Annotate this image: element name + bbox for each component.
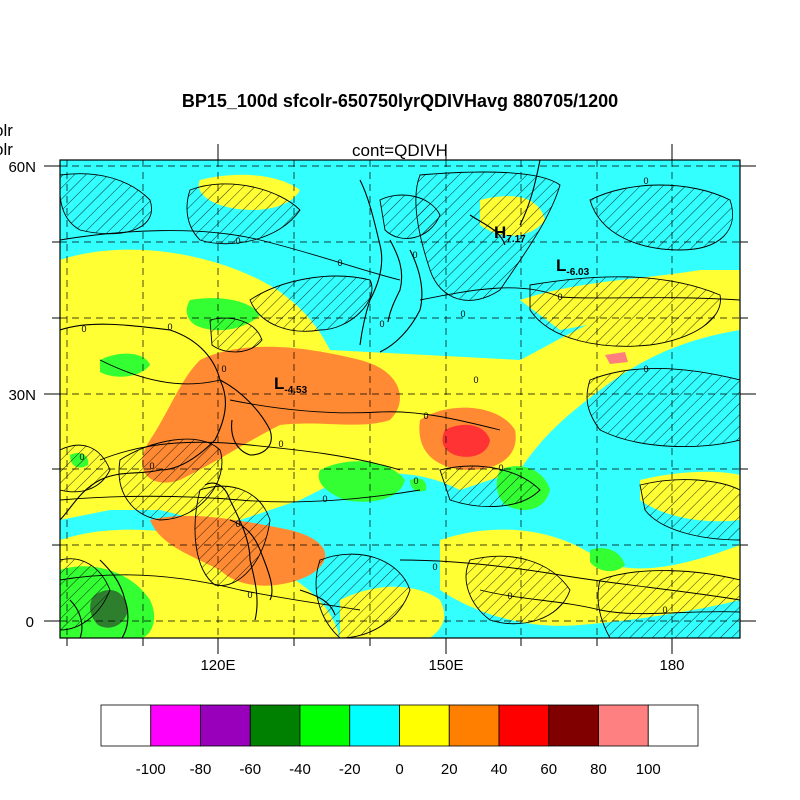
contour-label: 0 <box>79 452 84 462</box>
colorbar-swatch <box>200 704 251 747</box>
contour-label: 0 <box>473 375 478 385</box>
lat-label-30n: 30N <box>8 387 36 404</box>
low-value-2: -6.03 <box>566 267 589 278</box>
contour-label: 0 <box>460 309 465 319</box>
low-value-1: -4.53 <box>284 385 307 396</box>
colorbar-swatch <box>399 704 450 747</box>
colorbar-swatch <box>448 704 500 747</box>
contour-label: 0 <box>149 461 154 471</box>
colorbar-label: -40 <box>289 761 311 778</box>
colorbar-swatch <box>647 704 699 747</box>
low-marker-2: L-6.03 <box>556 256 590 278</box>
lat-label-0: 0 <box>26 614 34 631</box>
colorbar-swatch <box>349 704 400 747</box>
contour-label: 0 <box>379 319 384 329</box>
colorbar-label: 60 <box>540 761 557 778</box>
lon-label-120e: 120E <box>200 657 235 674</box>
contour-label: 0 <box>557 292 562 302</box>
contour-label: 0 <box>423 411 428 421</box>
colorbar-label: 0 <box>395 761 403 778</box>
lon-label-180: 180 <box>659 657 684 674</box>
contour-label: 0 <box>81 324 86 334</box>
contour-label: 0 <box>413 476 418 486</box>
high-low-markers: L-4.53 H7.17 L-6.03 <box>274 223 590 396</box>
shaded-field <box>60 160 740 638</box>
lat-label-60n: 60N <box>8 159 36 176</box>
colorbar-swatch <box>598 704 649 747</box>
contour-label: 0 <box>507 591 512 601</box>
contour-label: 0 <box>221 364 226 374</box>
colorbar-label: 20 <box>441 761 458 778</box>
colorbar-label: 80 <box>590 761 607 778</box>
contour-label: 0 <box>662 605 667 615</box>
contour-label: 0 <box>235 236 240 246</box>
colorbar-swatch <box>299 704 351 747</box>
map-frame <box>59 159 741 639</box>
axis-ticks <box>44 144 756 654</box>
colorbar-label: -80 <box>190 761 212 778</box>
colorbar-swatch <box>498 704 550 747</box>
contour-labels: 0 0 0 0 0 0 0 0 0 0 0 0 0 0 0 0 0 0 0 0 … <box>79 176 667 615</box>
colorbar-label: 40 <box>491 761 508 778</box>
contour-label: 0 <box>337 258 342 268</box>
contour-label: 0 <box>643 364 648 374</box>
contour-label: 0 <box>167 322 172 332</box>
contour-label: 0 <box>643 176 648 186</box>
colorbar-label: -60 <box>239 761 261 778</box>
high-value: 7.17 <box>506 234 526 245</box>
left-label-2: olr <box>0 140 13 159</box>
colorbar-label: -20 <box>339 761 361 778</box>
colorbar-label: -100 <box>136 761 166 778</box>
contour-label: 0 <box>278 439 283 449</box>
contour-label: 0 <box>498 463 503 473</box>
contour-label: 0 <box>235 519 240 529</box>
colorbar-swatch <box>100 704 152 747</box>
contour-label: 0 <box>322 494 327 504</box>
plot-title: BP15_100d sfcolr-650750lyrQDIVHavg 88070… <box>182 91 618 111</box>
contour-label: 0 <box>247 590 252 600</box>
colorbar-swatch <box>150 704 201 747</box>
colorbar-label: 100 <box>636 761 661 778</box>
lon-label-150e: 150E <box>428 657 463 674</box>
contour-label: 0 <box>432 562 437 572</box>
low-marker-1: L-4.53 <box>274 374 308 396</box>
left-label-1: olr <box>0 121 13 140</box>
high-marker: H7.17 <box>494 223 526 245</box>
colorbar: -100 -80 -60 -40 -20 0 20 40 60 80 100 <box>100 704 699 778</box>
colorbar-swatch <box>249 704 301 747</box>
contour-label: 0 <box>412 250 417 260</box>
colorbar-swatch <box>548 704 599 747</box>
plot-subtitle: cont=QDIVH <box>352 141 448 160</box>
